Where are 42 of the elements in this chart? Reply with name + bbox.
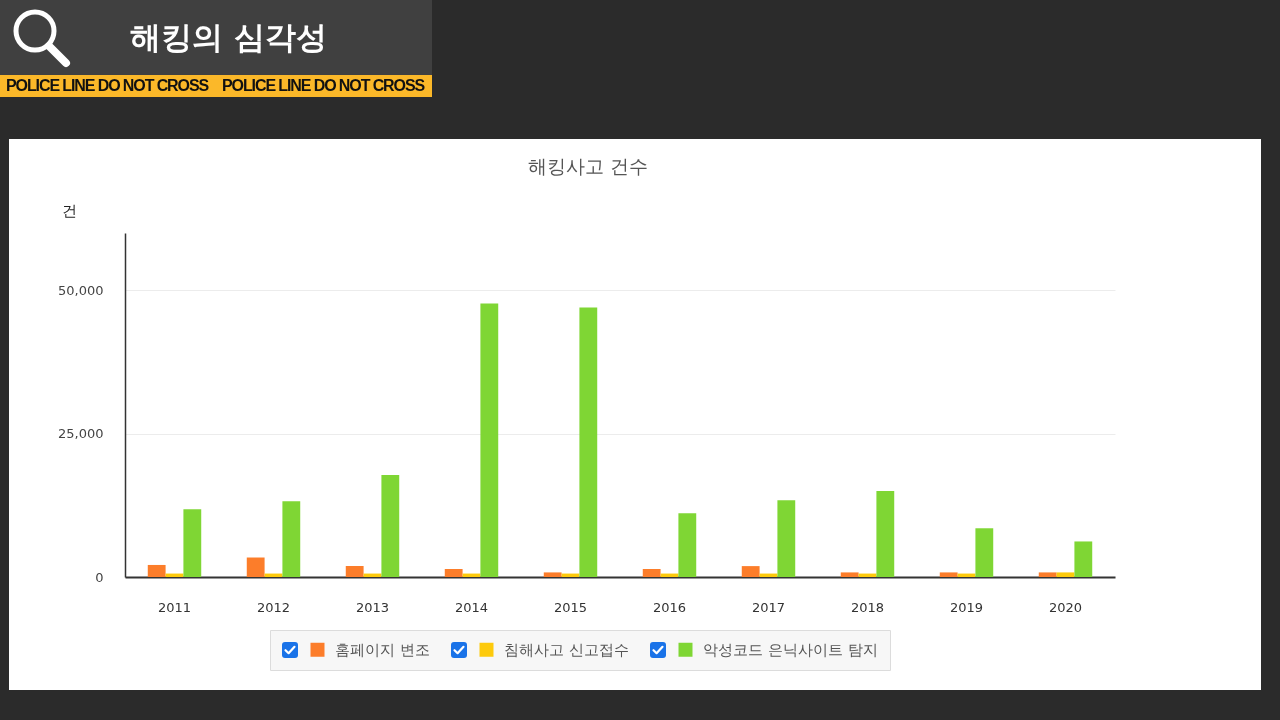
bar [975,528,994,577]
police-tape: POLICE LINE DO NOT CROSS POLICE LINE DO NOT CROSS [0,75,432,97]
bar [381,474,400,577]
legend-label: 악성코드 은닉사이트 탐지 [703,640,878,659]
bar [777,500,796,577]
x-tick-label: 2014 [454,599,489,615]
chart-title: 해킹의 심각성 [130,18,327,57]
x-tick-label: 2018 [850,599,885,615]
chart-subtitle: 해킹사고 건수 [527,155,649,177]
bar [345,566,364,577]
legend-label: 홈페이지 변조 [335,640,430,659]
bar [876,491,895,577]
x-tick-label: 2011 [157,599,192,615]
y-tick-label: 50,000 [58,282,104,298]
bar [147,564,166,577]
x-tick-label: 2016 [652,599,687,615]
bar [741,566,760,577]
bar [444,568,463,577]
bar [840,572,859,577]
bar [1038,572,1057,577]
bar [678,513,697,577]
bar [246,557,265,577]
legend-label: 침해사고 신고접수 [504,640,629,659]
x-tick-label: 2012 [256,599,291,615]
bar [480,303,499,577]
bar [1056,572,1075,577]
y-tick-label: 0 [95,569,104,585]
x-tick-label: 2015 [553,599,588,615]
bar [579,307,598,577]
chart-card: 2011 2012 2013 2014 2015 2016 2017 2018 2019 2020 0 25,000 50,000 건 홈페이지 변조 침해사고 신고접수 악성코드 은닉사이트 탐지 해킹사고 건수 [9,139,1261,690]
bar [543,572,562,577]
x-tick-label: 2019 [949,599,984,615]
bar [282,501,301,577]
bar [183,509,202,577]
bar [642,568,661,577]
x-tick-label: 2013 [355,599,390,615]
bar [1074,541,1093,577]
y-tick-label: 25,000 [58,426,104,442]
y-axis-title: 건 [61,201,77,220]
x-tick-label: 2017 [751,599,786,615]
x-tick-label: 2020 [1048,599,1083,615]
bar [939,572,958,577]
